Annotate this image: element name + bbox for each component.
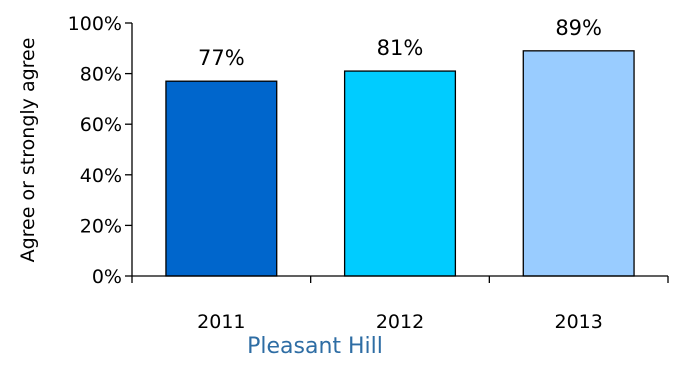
y-tick-label: 100% xyxy=(68,13,122,35)
bars-group xyxy=(165,50,635,277)
data-label-2013: 89% xyxy=(555,16,602,40)
x-axis-title: Pleasant Hill xyxy=(247,334,383,359)
y-tick-label: 0% xyxy=(92,266,122,288)
bar-2011 xyxy=(165,80,278,277)
x-axis: 2011 2012 2013 xyxy=(131,275,669,333)
bar-2013 xyxy=(522,50,635,277)
bar-2012 xyxy=(343,70,457,277)
x-tick-label-2011: 2011 xyxy=(197,311,245,333)
data-labels-group: 77% 81% 89% xyxy=(198,16,602,70)
y-tick-label: 20% xyxy=(80,215,122,237)
y-axis: 0% 20% 40% 60% 80% 100% xyxy=(68,13,133,288)
y-axis-title: Agree or strongly agree xyxy=(17,38,39,263)
x-tick-label-2013: 2013 xyxy=(554,311,602,333)
data-label-2012: 81% xyxy=(377,36,424,60)
x-tick-label-2012: 2012 xyxy=(376,311,424,333)
y-tick-label: 80% xyxy=(80,64,122,86)
data-label-2011: 77% xyxy=(198,46,245,70)
y-tick-label: 60% xyxy=(80,114,122,136)
y-tick-label: 40% xyxy=(80,165,122,187)
